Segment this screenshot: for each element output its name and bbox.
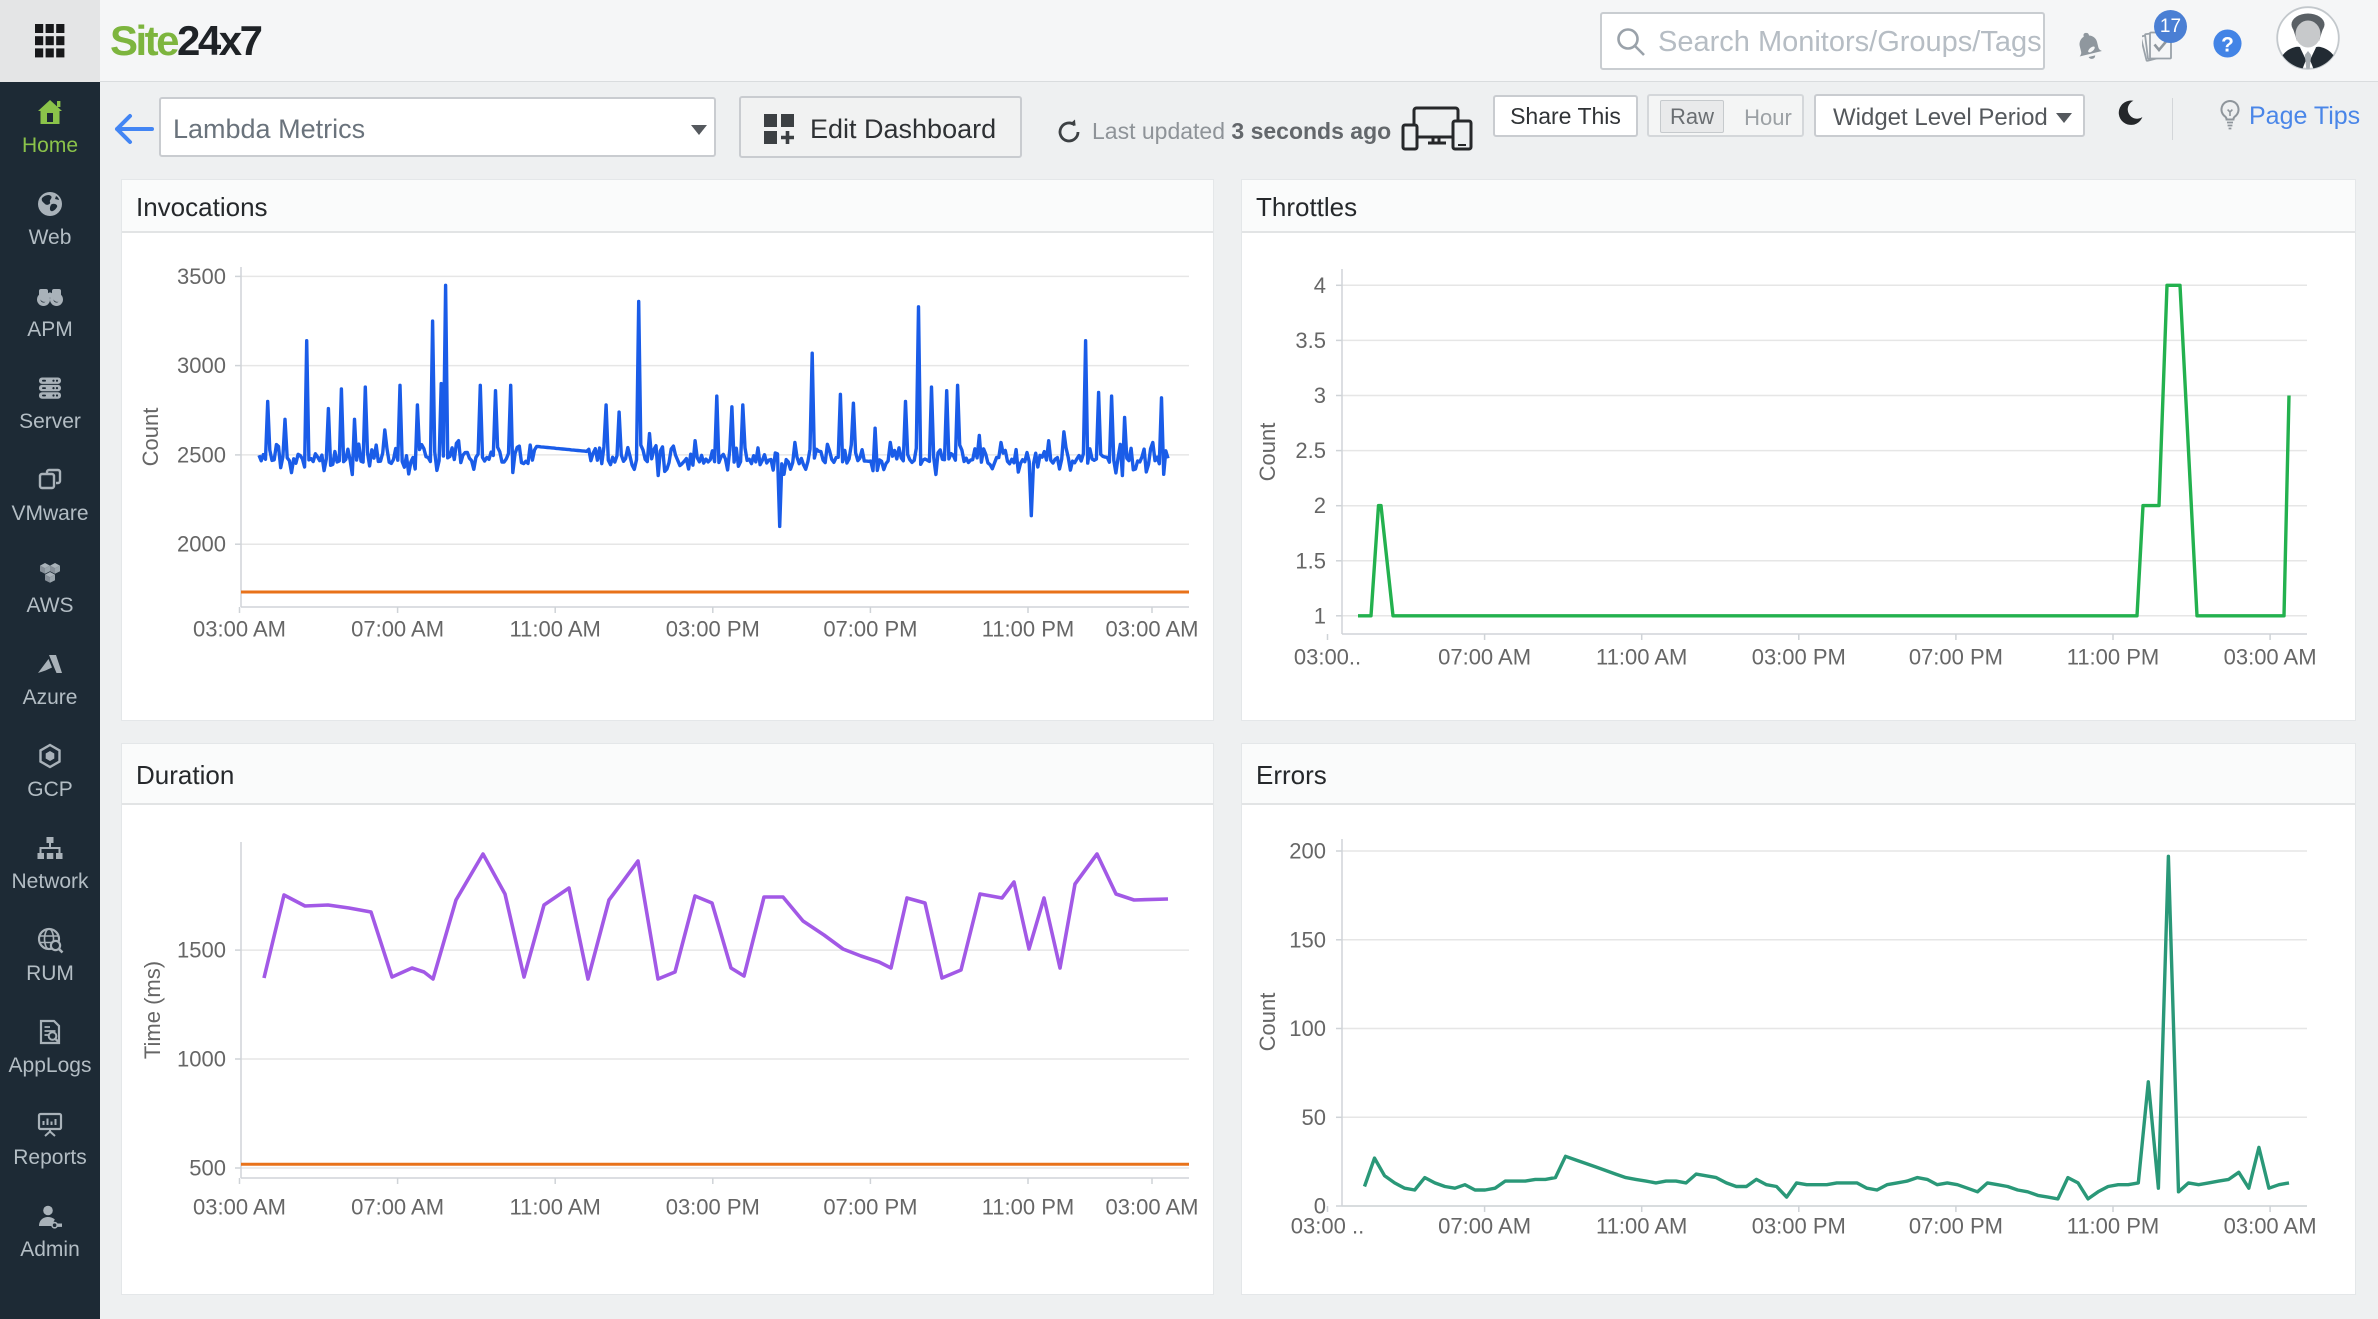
svg-text:11:00 PM: 11:00 PM <box>2067 645 2160 670</box>
svg-text:11:00 AM: 11:00 AM <box>1596 645 1687 670</box>
svg-text:07:00 AM: 07:00 AM <box>1438 1214 1531 1239</box>
svg-text:?: ? <box>2221 33 2234 56</box>
svg-text:07:00 PM: 07:00 PM <box>1909 645 2003 670</box>
svg-text:1500: 1500 <box>177 938 226 963</box>
svg-text:Count: Count <box>138 408 163 467</box>
svg-text:07:00 AM: 07:00 AM <box>351 617 444 642</box>
svg-text:2: 2 <box>1314 493 1326 518</box>
svg-text:50: 50 <box>1302 1105 1326 1130</box>
svg-text:150: 150 <box>1289 927 1326 952</box>
svg-text:03:00 PM: 03:00 PM <box>1752 645 1846 670</box>
svg-text:1: 1 <box>1314 603 1326 628</box>
svg-text:07:00 PM: 07:00 PM <box>823 1195 917 1220</box>
svg-text:1000: 1000 <box>177 1047 226 1072</box>
svg-text:11:00 AM: 11:00 AM <box>510 617 601 642</box>
svg-text:03:00 PM: 03:00 PM <box>1752 1214 1846 1239</box>
svg-text:Time (ms): Time (ms) <box>140 961 165 1059</box>
svg-text:3: 3 <box>1314 383 1326 408</box>
svg-text:11:00 AM: 11:00 AM <box>510 1195 601 1220</box>
svg-text:Count: Count <box>1255 993 1280 1052</box>
svg-text:11:00 PM: 11:00 PM <box>2067 1214 2160 1239</box>
svg-text:2000: 2000 <box>177 532 226 557</box>
svg-text:07:00 PM: 07:00 PM <box>1909 1214 2003 1239</box>
svg-text:03:00 AM: 03:00 AM <box>2224 1214 2317 1239</box>
svg-text:03:00..: 03:00.. <box>1294 645 1361 670</box>
svg-text:11:00 AM: 11:00 AM <box>1596 1214 1687 1239</box>
svg-text:3.5: 3.5 <box>1295 328 1326 353</box>
svg-text:500: 500 <box>189 1156 226 1181</box>
svg-text:07:00 PM: 07:00 PM <box>823 617 917 642</box>
svg-text:03:00 AM: 03:00 AM <box>193 1195 286 1220</box>
svg-text:03:00 AM: 03:00 AM <box>1106 617 1199 642</box>
svg-text:03:00 AM: 03:00 AM <box>2224 645 2317 670</box>
svg-text:11:00 PM: 11:00 PM <box>982 617 1075 642</box>
svg-text:07:00 AM: 07:00 AM <box>351 1195 444 1220</box>
svg-text:0: 0 <box>1314 1194 1326 1219</box>
svg-text:100: 100 <box>1289 1016 1326 1041</box>
svg-text:07:00 AM: 07:00 AM <box>1438 645 1531 670</box>
svg-text:03:00 ..: 03:00 .. <box>1291 1214 1364 1239</box>
svg-text:11:00 PM: 11:00 PM <box>982 1195 1075 1220</box>
svg-text:200: 200 <box>1289 839 1326 864</box>
svg-text:03:00 PM: 03:00 PM <box>666 1195 760 1220</box>
svg-text:03:00 AM: 03:00 AM <box>193 617 286 642</box>
svg-text:2500: 2500 <box>177 442 226 467</box>
svg-text:03:00 PM: 03:00 PM <box>666 617 760 642</box>
svg-text:03:00 AM: 03:00 AM <box>1106 1195 1199 1220</box>
svg-text:2.5: 2.5 <box>1295 438 1326 463</box>
svg-text:3000: 3000 <box>177 353 226 378</box>
svg-text:3500: 3500 <box>177 264 226 289</box>
svg-text:Count: Count <box>1255 423 1280 482</box>
svg-text:4: 4 <box>1314 273 1326 298</box>
svg-text:1.5: 1.5 <box>1295 548 1326 573</box>
